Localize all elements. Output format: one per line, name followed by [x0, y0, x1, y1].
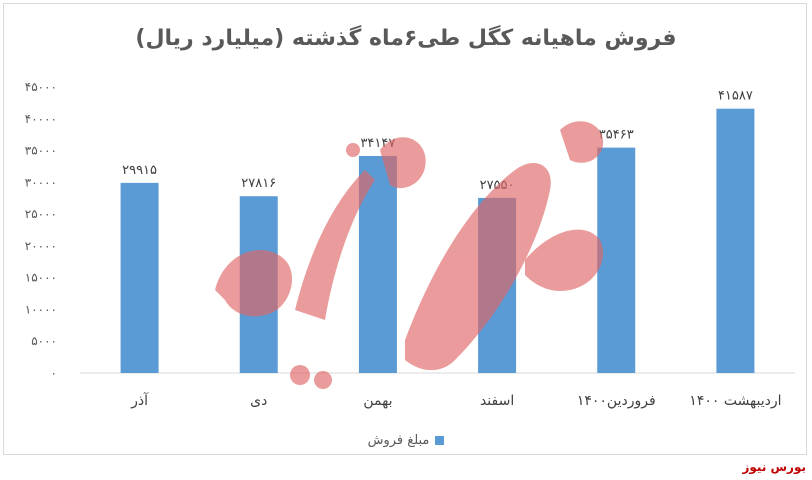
y-tick-label: ۰: [51, 366, 57, 380]
axes: ۰ ۵۰۰۰ ۱۰۰۰۰ ۱۵۰۰۰ ۲۰۰۰۰ ۲۵۰۰۰ ۳۰۰۰۰ ۳۵۰۰۰ ۴۰۰۰۰…: [25, 80, 795, 380]
bars: [120, 108, 755, 373]
bar: [597, 147, 636, 373]
y-tick-label: ۲۵۰۰۰: [25, 207, 57, 221]
bar: [120, 182, 159, 373]
data-label: ۲۷۸۱۶: [241, 176, 276, 191]
data-label: ۳۵۴۶۳: [599, 128, 634, 143]
bar: [239, 196, 278, 373]
legend-label: مبلغ فروش: [367, 433, 430, 448]
bar: [716, 108, 755, 373]
legend-swatch: [435, 436, 445, 445]
y-tick-label: ۳۵۰۰۰: [25, 144, 57, 158]
y-tick-label: ۵۰۰۰: [31, 334, 57, 348]
y-tick-label: ۳۰۰۰۰: [25, 175, 57, 189]
watermark-corner-text: بورس نیوز: [742, 460, 806, 474]
bar: [478, 197, 517, 373]
y-tick-label: ۴۵۰۰۰: [25, 80, 57, 94]
data-label: ۲۷۵۵۰: [480, 178, 515, 193]
legend: مبلغ فروش: [0, 433, 812, 448]
x-tick-label: اسفند: [480, 393, 514, 409]
data-label: ۴۱۵۸۷: [718, 89, 753, 104]
x-tick-label: آذر: [130, 392, 149, 409]
data-label: ۳۴۱۴۷: [360, 136, 395, 151]
y-tick-label: ۴۰۰۰۰: [25, 112, 57, 126]
y-tick-label: ۱۵۰۰۰: [25, 271, 57, 285]
x-tick-label: بهمن: [363, 393, 392, 409]
x-tick-label: فروردین۱۴۰۰: [577, 393, 656, 409]
y-tick-label: ۲۰۰۰۰: [25, 239, 57, 253]
chart-title: فروش ماهیانه کگل طی۶ماه گذشته (میلیارد ر…: [135, 26, 677, 51]
labels: ۲۹۹۱۵ آذر ۲۷۸۱۶ دی ۳۴۱۴۷ بهمن ۲۷۵۵۰ اسفند ۳۵۴۶۳ ف…: [122, 89, 781, 409]
bar: [358, 155, 397, 373]
y-tick-label: ۱۰۰۰۰: [25, 302, 57, 316]
x-tick-label: اردیبهشت ۱۴۰۰: [689, 393, 781, 409]
data-label: ۲۹۹۱۵: [122, 163, 157, 178]
x-tick-label: دی: [250, 393, 267, 409]
